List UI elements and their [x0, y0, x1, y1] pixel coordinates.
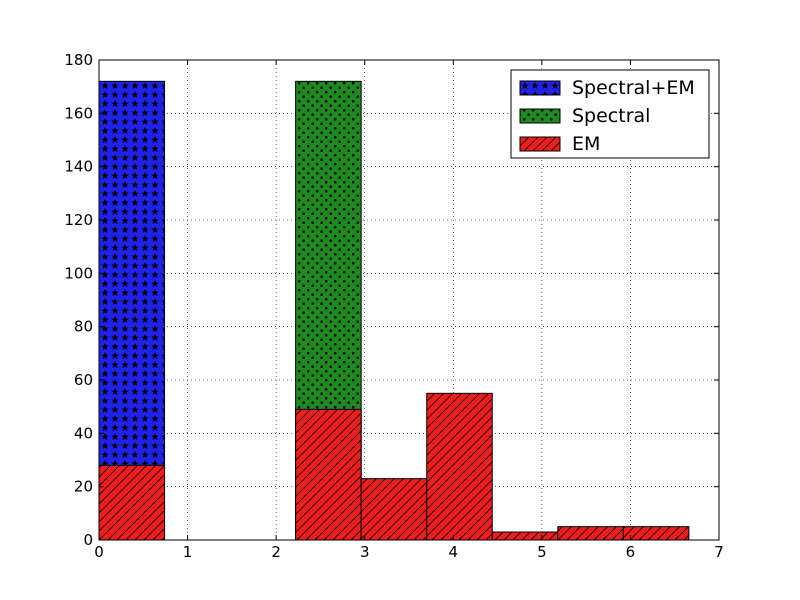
y-tick-label: 120 [64, 211, 93, 229]
y-tick-label: 80 [74, 318, 93, 336]
y-tick-label: 40 [74, 424, 93, 442]
x-tick-label: 6 [626, 543, 636, 561]
legend-label: Spectral [572, 105, 650, 127]
legend-label: EM [572, 133, 600, 155]
bar-em [98, 464, 166, 541]
axes-frame [98, 59, 720, 541]
x-tick-label: 1 [183, 543, 193, 561]
bar-em [360, 478, 428, 541]
legend-swatch [519, 80, 561, 96]
legend-swatch [519, 136, 561, 152]
y-tick-label: 60 [74, 371, 93, 389]
legend-label: Spectral+EM [572, 77, 695, 99]
bar-em [426, 392, 493, 541]
y-tick-label: 20 [74, 478, 93, 496]
y-tick-label: 160 [64, 104, 93, 122]
x-tick-label: 2 [271, 543, 281, 561]
y-tick-label: 140 [64, 158, 93, 176]
legend-swatch [519, 108, 561, 124]
y-tick-label: 180 [64, 51, 93, 69]
y-tick-label: 100 [64, 264, 93, 282]
bar-em [491, 531, 559, 541]
y-tick-label: 0 [83, 531, 93, 549]
x-tick-label: 4 [449, 543, 459, 561]
x-tick-label: 0 [94, 543, 104, 561]
x-tick-label: 7 [714, 543, 724, 561]
bar-em [295, 408, 362, 541]
bar-spectral-em [98, 80, 166, 541]
x-tick-label: 5 [537, 543, 547, 561]
bar-em [622, 526, 690, 541]
x-tick-label: 3 [360, 543, 370, 561]
bar-em [557, 526, 624, 541]
